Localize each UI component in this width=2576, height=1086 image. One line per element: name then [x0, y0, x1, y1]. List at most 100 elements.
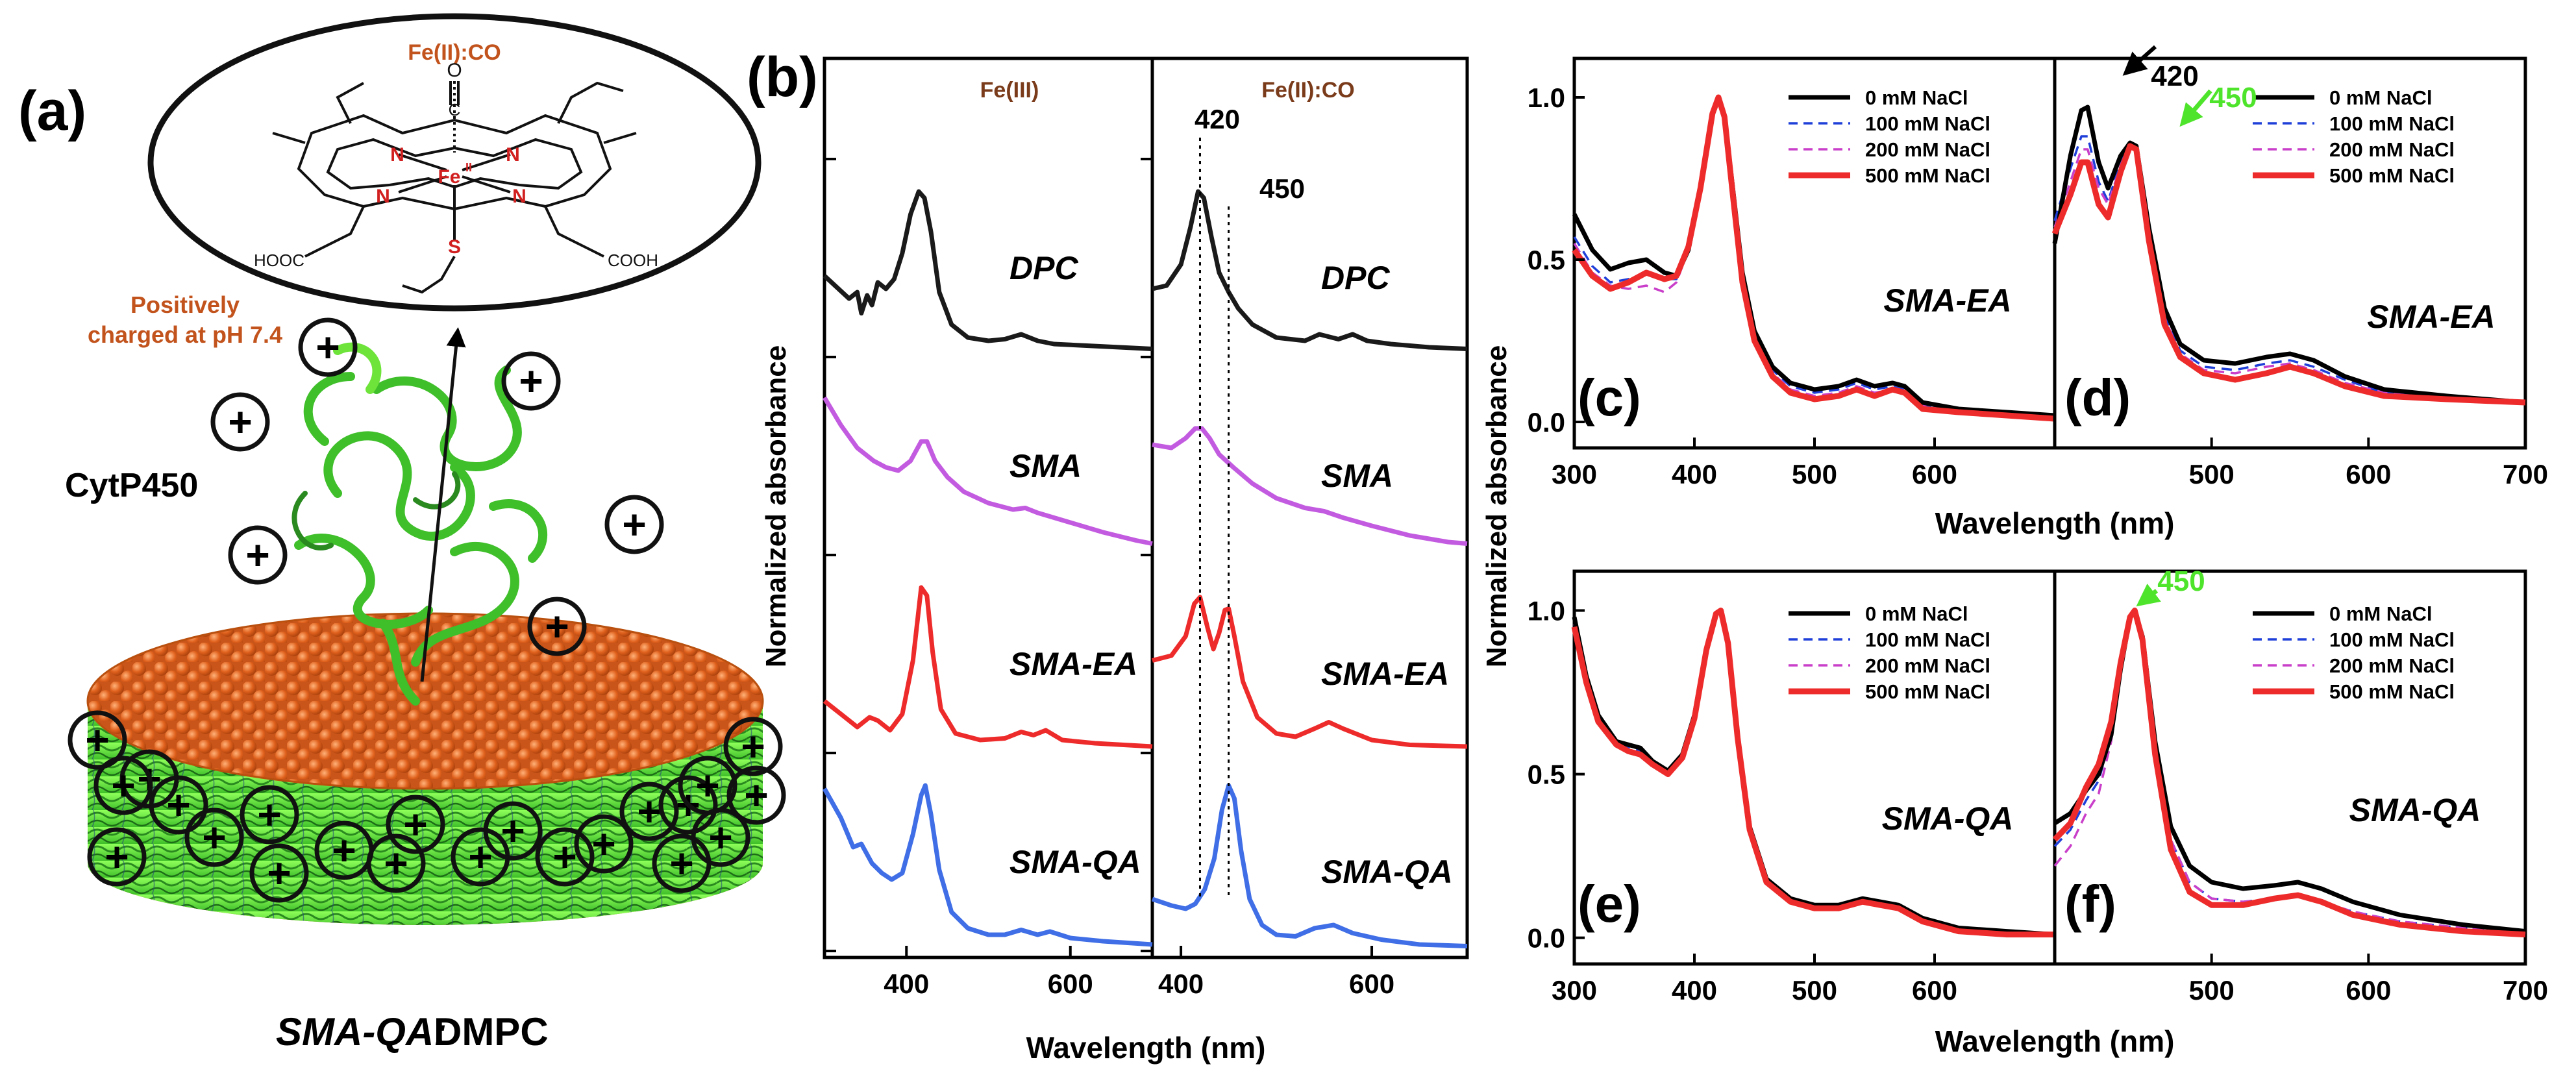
cd-xlabel: Wavelength (nm)	[1935, 506, 2175, 540]
atom-cooh: COOH	[608, 251, 658, 270]
atom-c: C	[449, 100, 461, 119]
c-legend-label: 0 mM NaCl	[1865, 86, 1968, 109]
f-series-c200	[2053, 609, 2526, 936]
d-series-c200	[2053, 142, 2526, 404]
svg-text:+: +	[267, 850, 291, 896]
b-right-plot: DPC SMA SMA-EA SMA-QA 400 600	[1151, 138, 1468, 999]
d-series-c100	[2053, 135, 2526, 404]
panel-e-label: (e)	[1578, 875, 1641, 933]
f-annot-450: 450	[2157, 565, 2205, 597]
atom-o: O	[447, 60, 462, 81]
svg-text:+: +	[85, 717, 109, 763]
panel-b-label: (b)	[747, 46, 818, 108]
e-xtick-label: 500	[1792, 975, 1837, 1006]
d-450-arrow	[2179, 89, 2212, 127]
panel-f-label: (f)	[2064, 875, 2116, 933]
frame-d	[2053, 56, 2527, 450]
plot-c: 300 400 500 600 0.0 0.5 1.0 0 mM NaCl 100 mM NaC…	[1528, 56, 2057, 489]
b-series-label: SMA-EA	[1009, 646, 1137, 682]
right-block: Normalized absorbance Wavelength (nm) Wa…	[1481, 45, 2548, 1058]
svg-text:+: +	[591, 821, 615, 867]
c-xtick-label: 300	[1552, 459, 1597, 489]
heme-atom-labels: O C N N N N Fe II S HOOC COOH	[254, 60, 658, 270]
d-legend-label: 100 mM NaCl	[2329, 112, 2455, 135]
svg-text:+: +	[545, 603, 569, 650]
plot-e: 300 400 500 600 0.0 0.5 1.0 0 mM NaCl 100 mM NaC…	[1528, 569, 2057, 1006]
b-series-label: DPC	[1321, 260, 1390, 296]
b-series-label: SMA	[1009, 448, 1082, 484]
d-xtick-label: 600	[2346, 459, 2391, 489]
svg-text:+: +	[695, 762, 719, 809]
protein-label: CytP450	[65, 467, 198, 504]
f-xtick-label: 700	[2503, 975, 2548, 1006]
plus-badge: +	[501, 351, 561, 411]
e-ytick-label: 0.0	[1528, 923, 1565, 954]
svg-text:+: +	[501, 808, 525, 854]
b-series-dpc	[823, 189, 1153, 351]
b-left-title: Fe(III)	[980, 78, 1039, 103]
panel-c-label: (c)	[1578, 369, 1641, 426]
panel-d-title: SMA-EA	[2367, 299, 2495, 335]
svg-text:+: +	[744, 772, 768, 819]
f-legend-label: 500 mM NaCl	[2329, 680, 2455, 703]
ef-xlabel: Wavelength (nm)	[1935, 1024, 2175, 1058]
c-ytick-label: 0.0	[1528, 407, 1565, 438]
svg-text:+: +	[519, 358, 543, 404]
d-420-arrow	[2122, 45, 2157, 76]
protein-orientation-arrow	[420, 327, 466, 682]
atom-n-2: N	[506, 144, 520, 166]
c-xtick-label: 400	[1672, 459, 1717, 489]
panel-f-title: SMA-QA	[2349, 792, 2481, 828]
f-legend-label: 200 mM NaCl	[2329, 654, 2455, 677]
d-xtick-label: 700	[2503, 459, 2548, 489]
svg-text:+: +	[637, 788, 661, 835]
b-series-label: SMA-QA	[1009, 844, 1141, 880]
d-xtick-label: 500	[2189, 459, 2235, 489]
callout-line2: charged at pH 7.4	[88, 321, 282, 348]
b-left-plot: DPC SMA SMA-EA SMA-QA 400 600	[822, 158, 1153, 999]
b-ylabel: Normalized absorbance	[760, 345, 792, 667]
caption-plain: DMPC	[434, 1010, 549, 1054]
c-xtick-label: 600	[1912, 459, 1957, 489]
cytp450-protein	[291, 342, 548, 706]
plus-badge: +	[619, 782, 679, 841]
c-legend-label: 100 mM NaCl	[1865, 112, 1990, 135]
b-left-xtick-label: 400	[884, 969, 929, 999]
e-xtick-label: 400	[1672, 975, 1717, 1006]
atom-s: S	[448, 236, 461, 258]
panel-e-title: SMA-QA	[1882, 800, 2014, 837]
svg-text:+: +	[552, 833, 576, 880]
d-annot-420: 420	[2151, 60, 2198, 92]
plus-badge: +	[386, 795, 445, 854]
plus-badge: +	[87, 827, 147, 887]
f-series-c500	[2052, 608, 2526, 938]
plus-badge: +	[574, 814, 634, 874]
f-legend-label: 100 mM NaCl	[2329, 628, 2455, 651]
plus-badge: +	[210, 392, 270, 452]
b-peak-420: 420	[1195, 104, 1240, 134]
b-right-title: Fe(II):CO	[1261, 78, 1355, 103]
svg-text:+: +	[111, 762, 135, 809]
b-series-sma-qa	[1151, 783, 1468, 948]
svg-text:+: +	[316, 324, 340, 371]
plus-badge: +	[535, 827, 595, 887]
heme-callout-ellipse	[147, 13, 762, 312]
svg-text:+: +	[741, 723, 765, 770]
d-annot-450: 450	[2209, 82, 2257, 114]
b-xlabel: Wavelength (nm)	[1026, 1031, 1266, 1065]
e-legend-label: 0 mM NaCl	[1865, 602, 1968, 625]
atom-n-1: N	[390, 144, 404, 166]
d-legend-label: 0 mM NaCl	[2329, 86, 2432, 109]
panel-c-title: SMA-EA	[1883, 282, 2011, 319]
plus-badge: +	[93, 756, 153, 815]
plus-badge: +	[604, 495, 664, 554]
atom-hooc: HOOC	[254, 251, 304, 270]
c-ytick-label: 1.0	[1528, 82, 1565, 113]
svg-text:+: +	[245, 532, 269, 578]
b-series-sma	[1152, 426, 1468, 546]
b-right-xtick-label: 600	[1349, 969, 1394, 999]
b-right-xtick-label: 400	[1158, 969, 1204, 999]
frame-b-left	[823, 56, 1154, 959]
atom-n-4: N	[512, 186, 526, 207]
